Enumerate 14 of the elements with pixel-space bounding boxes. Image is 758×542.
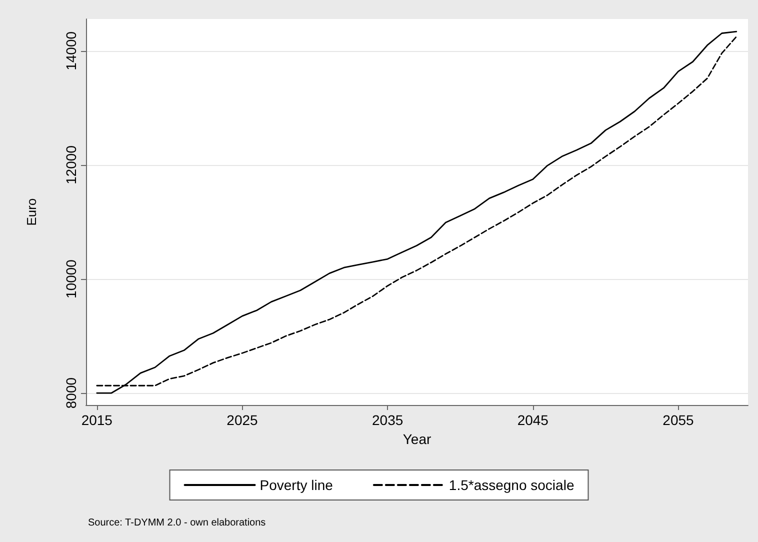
x-tick-label: 2015 [81, 412, 113, 428]
y-axis-title: Euro [24, 198, 39, 226]
source-note: Source: T-DYMM 2.0 - own elaborations [88, 518, 266, 528]
y-tick-label: 10000 [63, 259, 79, 298]
x-tick-label: 2025 [226, 412, 258, 428]
x-tick-label: 2035 [372, 412, 404, 428]
x-tick-label: 2055 [662, 412, 694, 428]
x-axis-title: Year [402, 430, 432, 447]
y-tick-label: 12000 [63, 145, 79, 184]
y-tick-label: 8000 [63, 377, 79, 409]
y-tick-label: 14000 [63, 31, 79, 70]
legend-label: 1.5*assegno sociale [448, 477, 574, 493]
x-tick-label: 2045 [517, 412, 549, 428]
legend-label: Poverty line [260, 477, 334, 493]
